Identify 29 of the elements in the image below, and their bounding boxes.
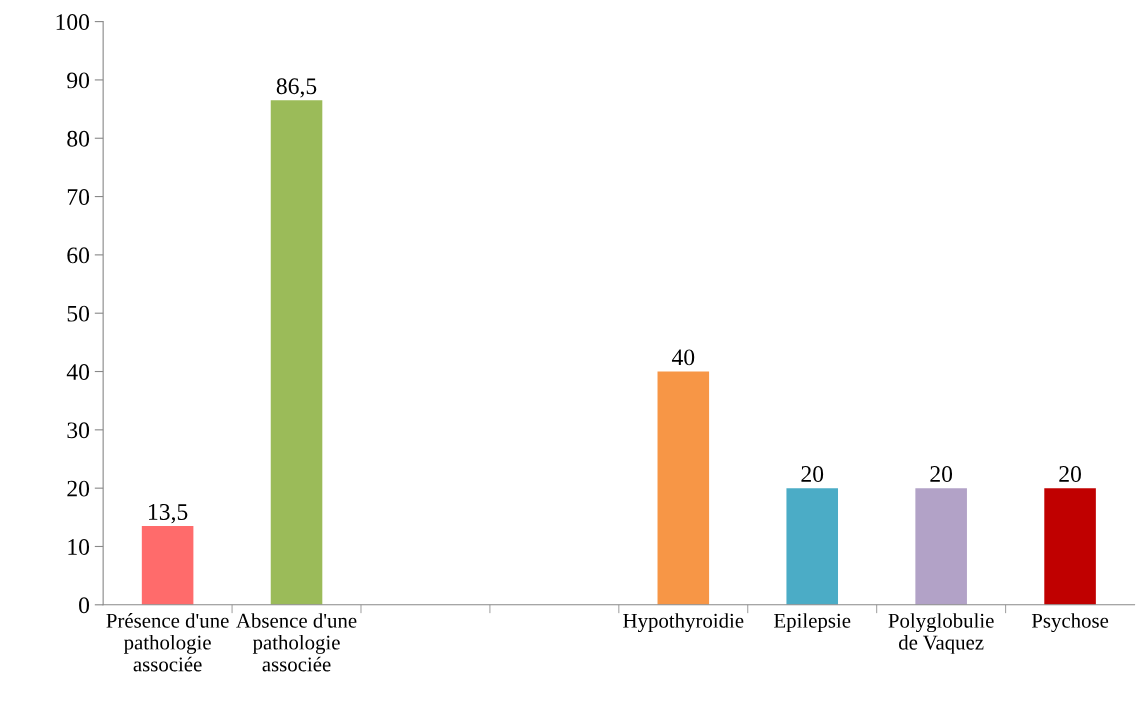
y-tick-label: 90 [67,72,90,89]
y-tick-label: 0 [79,597,90,614]
bar [1044,488,1096,605]
data-label: 20 [930,466,953,482]
x-tick-label: Présence d'une pathologie associée [106,613,229,672]
x-tick-label: Polyglobulie de Vaquez [888,613,994,654]
y-tick-label: 60 [67,247,90,264]
y-tick-label: 100 [56,14,90,31]
x-tick-label: Hypothyroidie [623,613,744,633]
bar [915,488,967,605]
data-label: 13,5 [149,504,188,524]
x-tick-label: Epilepsie [774,613,851,633]
data-label: 20 [801,466,824,482]
y-tick-label: 10 [68,538,90,555]
y-tick-label: 70 [67,189,90,205]
data-label: 86,5 [276,78,317,98]
bar [657,371,710,605]
x-tick-label: Absence d'une pathologie associée [236,613,357,672]
y-tick-label: 80 [67,130,90,147]
y-tick-label: 30 [67,422,90,439]
y-tick-label: 50 [67,305,90,322]
bar [270,100,323,605]
data-label: 20 [1059,466,1081,482]
data-label: 40 [671,349,695,366]
y-tick-label: 40 [66,364,90,380]
y-tick-label: 20 [67,480,90,497]
x-tick-label: Psychose [1031,613,1109,633]
bar [786,488,839,605]
bar [141,526,194,605]
